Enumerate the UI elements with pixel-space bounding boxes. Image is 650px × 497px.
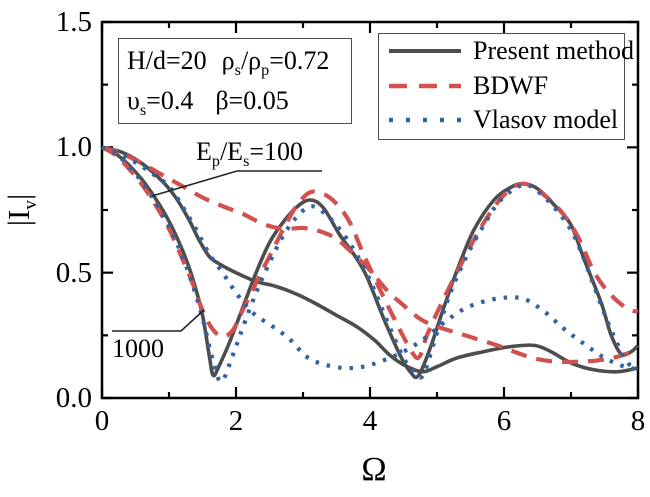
x-tick-label-4: 4 (362, 405, 378, 437)
legend-item-vlasov-model: Vlasov model (379, 103, 624, 138)
legend-label: Present method (473, 36, 635, 66)
parameter-line-2: υs=0.4 β=0.05 (127, 86, 289, 120)
curve-annotation-ep-es-100: Ep/Es=100 (196, 137, 304, 171)
y-tick-label-0.0: 0.0 (55, 382, 92, 414)
leader-line-ep-es-100 (151, 170, 322, 197)
x-tick-label-2: 2 (228, 405, 244, 437)
x-axis-title: Ω (361, 451, 387, 488)
curve-vlasov-model-1000 (101, 145, 639, 384)
x-tick-label-0: 0 (94, 405, 110, 437)
x-tick-label-6: 6 (496, 405, 512, 437)
x-tick-label-8: 8 (630, 405, 646, 437)
parameter-line-1: H/d=20 ρs/ρp=0.72 (127, 46, 330, 80)
y-axis-title: |Iv| (1, 193, 42, 227)
curve-annotation-ep-es-1000: 1000 (112, 334, 164, 363)
parameter-box: H/d=20 ρs/ρp=0.72 υs=0.4 β=0.05 (118, 38, 352, 124)
y-tick-label-0.5: 0.5 (55, 256, 92, 289)
legend: Present method BDWF Vlasov model (378, 33, 634, 140)
y-tick-label-1.0: 1.0 (55, 131, 92, 164)
legend-line-dotted-icon (389, 118, 461, 123)
legend-line-solid-icon (389, 49, 461, 54)
legend-label: BDWF (473, 70, 549, 100)
legend-item-present-method: Present method (379, 34, 634, 69)
legend-item-bdwf: BDWF (379, 69, 624, 104)
y-tick-label-1.5: 1.5 (55, 6, 92, 38)
leader-line-ep-es-1000 (112, 309, 205, 332)
legend-line-dashed-icon (389, 83, 461, 88)
legend-label: Vlasov model (473, 105, 619, 135)
